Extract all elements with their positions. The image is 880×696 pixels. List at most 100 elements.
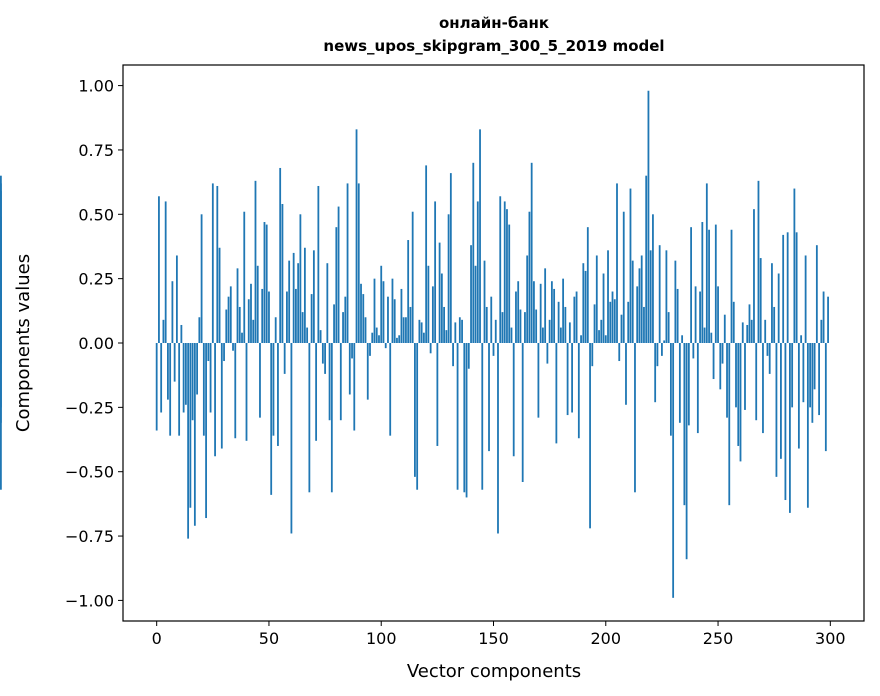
bar bbox=[232, 343, 234, 351]
bar bbox=[515, 291, 517, 343]
bar bbox=[465, 343, 468, 498]
bar bbox=[209, 343, 212, 413]
bar bbox=[241, 332, 243, 343]
bar bbox=[256, 265, 259, 343]
bar bbox=[425, 165, 428, 343]
bar bbox=[193, 343, 196, 526]
bar bbox=[389, 343, 392, 436]
bar bbox=[687, 343, 690, 426]
bar bbox=[665, 250, 668, 343]
bar bbox=[445, 330, 448, 343]
bar bbox=[530, 162, 533, 343]
bar bbox=[402, 317, 405, 343]
bar bbox=[775, 343, 778, 477]
bar bbox=[254, 180, 257, 343]
bar bbox=[481, 343, 484, 490]
bar bbox=[771, 263, 773, 343]
x-tick-label: 0 bbox=[152, 629, 162, 648]
bar bbox=[732, 301, 735, 343]
bar bbox=[705, 183, 708, 343]
bar bbox=[472, 162, 475, 343]
bar bbox=[299, 214, 302, 343]
bar bbox=[524, 312, 526, 343]
y-tick-label: −0.50 bbox=[65, 463, 114, 482]
bar bbox=[654, 343, 657, 403]
bar bbox=[189, 343, 192, 508]
bar bbox=[431, 286, 434, 343]
bar bbox=[741, 322, 744, 343]
bar bbox=[400, 288, 403, 343]
bar bbox=[690, 227, 692, 343]
bar bbox=[373, 278, 376, 343]
bar bbox=[694, 286, 697, 343]
bar bbox=[721, 343, 724, 364]
bar bbox=[326, 263, 329, 343]
bar bbox=[625, 343, 627, 405]
y-axis: 1.00 0.75 0.50 0.25 0.00 −0.25 −0.50 −0.75 −1.00 bbox=[65, 77, 123, 610]
chart-title: онлайн-банк bbox=[439, 14, 549, 32]
bar bbox=[456, 343, 459, 490]
bar bbox=[593, 304, 596, 343]
bar bbox=[357, 183, 360, 343]
bar bbox=[739, 343, 742, 462]
bar bbox=[286, 291, 288, 343]
bar bbox=[443, 306, 445, 343]
bar bbox=[494, 319, 497, 343]
bar bbox=[806, 343, 809, 508]
bar bbox=[214, 343, 216, 457]
bar bbox=[301, 312, 304, 343]
bar bbox=[196, 343, 198, 395]
bar bbox=[180, 324, 183, 343]
bar bbox=[351, 343, 353, 359]
bar bbox=[744, 343, 746, 410]
bar bbox=[268, 291, 270, 343]
bar bbox=[789, 343, 791, 513]
bar bbox=[638, 268, 641, 343]
bar bbox=[236, 268, 239, 343]
bar bbox=[310, 294, 313, 343]
y-tick-label: 0.00 bbox=[78, 334, 114, 353]
x-tick-label: 100 bbox=[366, 629, 397, 648]
bar bbox=[0, 216, 2, 343]
bar bbox=[427, 265, 430, 343]
bar bbox=[663, 340, 666, 343]
bar bbox=[420, 322, 423, 343]
bar bbox=[346, 183, 349, 343]
bar bbox=[220, 343, 223, 449]
bar bbox=[411, 211, 414, 343]
bar bbox=[766, 343, 769, 356]
bar bbox=[205, 343, 207, 519]
bar bbox=[824, 343, 827, 452]
bar bbox=[353, 343, 356, 431]
bar bbox=[802, 343, 805, 403]
bar bbox=[250, 283, 252, 343]
bar bbox=[683, 343, 686, 506]
bar bbox=[270, 343, 273, 495]
bar bbox=[542, 327, 544, 343]
bar bbox=[378, 335, 380, 343]
bar bbox=[382, 281, 385, 343]
bar bbox=[398, 335, 401, 343]
bar bbox=[620, 314, 623, 343]
bar bbox=[155, 343, 158, 431]
bar bbox=[589, 343, 591, 529]
bar bbox=[645, 175, 648, 343]
bar bbox=[173, 343, 176, 382]
bar bbox=[198, 317, 201, 343]
x-tick-label: 150 bbox=[478, 629, 509, 648]
bar bbox=[414, 343, 416, 477]
bar bbox=[292, 252, 295, 343]
bar bbox=[636, 286, 639, 343]
bar bbox=[315, 343, 318, 441]
bar bbox=[528, 211, 531, 343]
bar bbox=[184, 343, 187, 405]
bar bbox=[746, 324, 749, 343]
bar bbox=[342, 312, 344, 343]
bar bbox=[160, 343, 163, 413]
bar bbox=[784, 343, 787, 501]
bar bbox=[696, 343, 699, 434]
bar bbox=[793, 188, 796, 343]
bar bbox=[503, 201, 506, 343]
bar bbox=[652, 214, 654, 343]
